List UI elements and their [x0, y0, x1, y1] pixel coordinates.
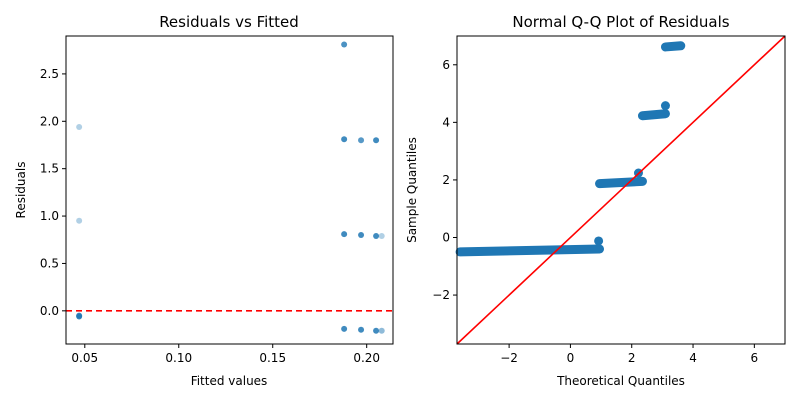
qq-xtick-label: 2: [628, 351, 636, 365]
residual-point: [358, 326, 365, 333]
qq-panel: Normal Q-Q Plot of Residuals −2 0 2 4 6 −2 0 2 4…: [405, 13, 786, 388]
residuals-ytick-label: 0.0: [40, 304, 59, 318]
qq-reference-line: [456, 35, 786, 345]
residuals-ytick-label: 0.5: [40, 256, 59, 270]
qq-point-cluster: [595, 176, 647, 189]
residual-point: [341, 136, 348, 143]
qq-xtick-label: −2: [500, 351, 518, 365]
qq-xtick-label: 6: [751, 351, 759, 365]
residuals-ytick-label: 2.5: [40, 67, 59, 81]
qq-title: Normal Q-Q Plot of Residuals: [512, 13, 729, 31]
residuals-ytick-label: 1.0: [40, 209, 59, 223]
qq-ytick-label: 4: [442, 115, 450, 129]
residuals-points: [76, 41, 385, 334]
residual-point: [373, 327, 380, 334]
qq-ytick-label: 0: [442, 230, 450, 244]
qq-xtick-label: 4: [689, 351, 697, 365]
residuals-xtick-label: 0.10: [165, 351, 192, 365]
residual-point: [378, 327, 385, 334]
residuals-panel: Residuals vs Fitted 0.05 0.10 0.15 0.200.00…: [14, 13, 394, 388]
qq-point-cluster: [637, 109, 670, 121]
residuals-axes-frame: [65, 35, 394, 345]
residual-point: [373, 232, 380, 239]
qq-ylabel: Sample Quantiles: [405, 137, 419, 243]
residuals-xlabel: Fitted values: [191, 374, 268, 388]
residual-point: [76, 313, 83, 320]
residuals-ytick-label: 2.0: [40, 114, 59, 128]
residuals-ytick-label: 1.5: [40, 162, 59, 176]
qq-point-cluster: [660, 41, 686, 52]
residual-point: [341, 231, 348, 238]
qq-point: [660, 101, 670, 111]
residual-point: [341, 325, 348, 332]
qq-ytick-label: 2: [442, 173, 450, 187]
qq-ytick-label: 6: [442, 58, 450, 72]
residual-point: [341, 41, 348, 48]
residuals-xtick-label: 0.05: [71, 351, 98, 365]
qq-ticks: −2 0 2 4 6 −2 0 2 4 6: [432, 58, 758, 365]
residual-point: [358, 232, 365, 239]
qq-reference: [456, 35, 786, 345]
residuals-title: Residuals vs Fitted: [159, 13, 299, 31]
residual-point: [358, 137, 365, 144]
residuals-xtick-label: 0.20: [353, 351, 380, 365]
residuals-xtick-label: 0.15: [259, 351, 286, 365]
residual-point: [76, 217, 83, 224]
qq-xtick-label: 0: [567, 351, 575, 365]
qq-point-cluster: [455, 244, 605, 257]
residual-point: [76, 123, 83, 130]
residual-point: [373, 137, 380, 144]
qq-xlabel: Theoretical Quantiles: [556, 374, 685, 388]
qq-point: [594, 236, 604, 246]
qq-axes-frame: [456, 35, 786, 345]
residuals-ylabel: Residuals: [14, 162, 28, 219]
residuals-ticks: 0.05 0.10 0.15 0.20 0.0 0.5 1.0 1.5 2.0 2.5: [40, 67, 380, 365]
qq-ytick-label: −2: [432, 288, 450, 302]
residual-point: [378, 232, 385, 239]
